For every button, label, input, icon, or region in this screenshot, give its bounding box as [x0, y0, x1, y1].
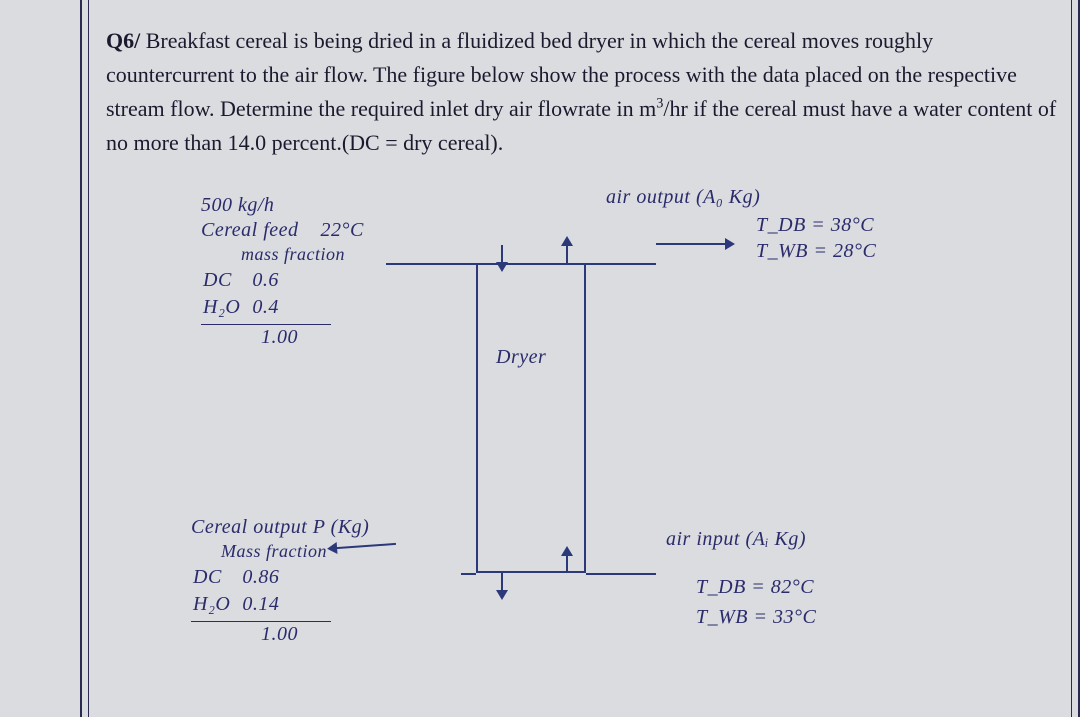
feed-total: 1.00 — [261, 325, 364, 350]
arrow-air-in — [566, 555, 568, 573]
out-total: 1.00 — [261, 622, 369, 647]
cereal-feed-block: 500 kg/h Cereal feed 22°C mass fraction … — [201, 193, 364, 350]
frame-right-inner — [1070, 0, 1072, 717]
air-input-title: air input (Aᵢ Kg) — [666, 527, 806, 552]
cereal-output-title: Cereal output P (Kg) — [191, 515, 369, 540]
cereal-output-col-header: Mass fraction — [221, 540, 369, 563]
process-diagram: Dryer 500 kg/h Cereal feed 22°C mass fra… — [106, 175, 1066, 705]
question-text: Q6/ Breakfast cereal is being dried in a… — [106, 24, 1066, 160]
air-output-twb: T_WB = 28°C — [756, 239, 876, 264]
dryer-label: Dryer — [496, 345, 546, 370]
pipe-airin-h — [586, 573, 656, 575]
cereal-feed-rate: 500 kg/h — [201, 193, 364, 218]
feed-row-dc: DC — [203, 268, 250, 293]
pipe-out-h — [461, 573, 476, 575]
out-row-h2o: H₂O — [193, 592, 240, 617]
cereal-feed-col-header: mass fraction — [241, 243, 364, 266]
cereal-feed-table: DC 0.6 H₂O 0.4 — [201, 266, 291, 322]
frame-left-inner — [88, 0, 96, 717]
cereal-output-table: DC 0.86 H₂O 0.14 — [191, 563, 291, 619]
arrow-feed-in — [501, 245, 503, 263]
cereal-feed-title: Cereal feed — [201, 219, 299, 241]
arrow-air-out — [566, 245, 568, 263]
cereal-output-block: Cereal output P (Kg) Mass fraction DC 0.… — [191, 515, 369, 647]
air-input-tdb: T_DB = 82°C — [696, 575, 814, 600]
cereal-feed-temp: 22°C — [321, 219, 364, 241]
air-input-twb: T_WB = 33°C — [696, 605, 816, 630]
air-output-tdb: T_DB = 38°C — [756, 213, 874, 238]
pipe-airout-h — [586, 263, 656, 265]
feed-row-h2o: H₂O — [203, 295, 250, 320]
air-output-title: air output (A₀ Kg) — [606, 185, 760, 210]
out-row-dc: DC — [193, 565, 240, 590]
arrow-cereal-out — [501, 573, 503, 591]
arrow-airout-right — [656, 243, 726, 245]
pipe-feed-h — [386, 263, 476, 265]
dryer-box — [476, 263, 586, 573]
